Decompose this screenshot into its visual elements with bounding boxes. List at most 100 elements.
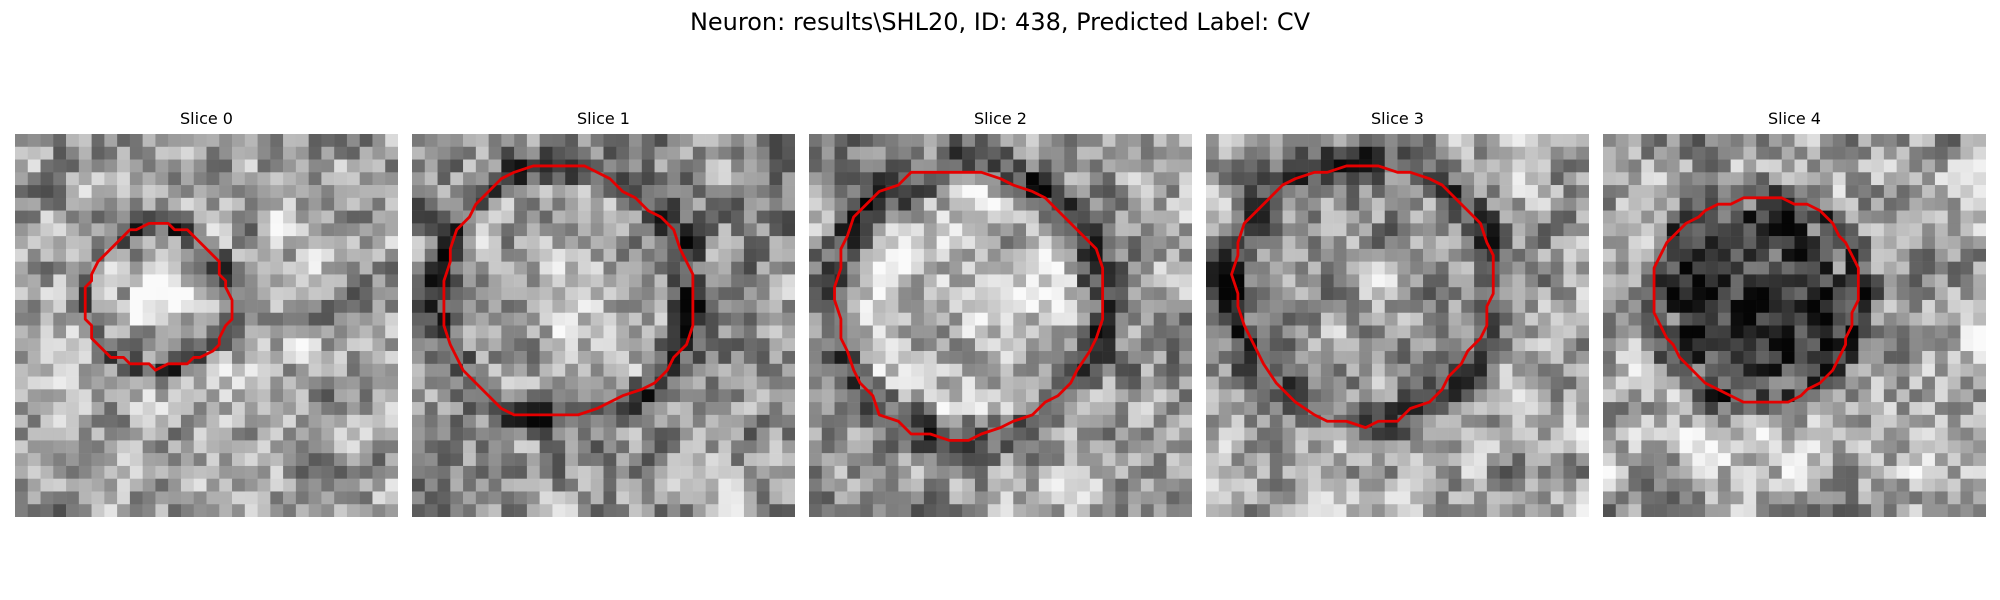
image-pixel (1064, 415, 1077, 428)
image-pixel (1551, 338, 1564, 351)
image-pixel (667, 326, 680, 339)
image-pixel (1474, 389, 1487, 402)
image-pixel (873, 198, 886, 211)
image-pixel (1948, 300, 1961, 313)
image-pixel (1563, 415, 1576, 428)
image-pixel (412, 479, 425, 492)
image-pixel (28, 504, 41, 517)
image-pixel (1179, 313, 1192, 326)
image-pixel (1525, 428, 1538, 441)
image-pixel (718, 440, 731, 453)
image-pixel (1603, 147, 1616, 160)
image-pixel (655, 351, 668, 364)
image-pixel (1935, 160, 1948, 173)
image-pixel (463, 172, 476, 185)
image-pixel (92, 198, 105, 211)
image-pixel (207, 134, 220, 147)
image-pixel (1166, 274, 1179, 287)
image-pixel (731, 198, 744, 211)
image-pixel (245, 236, 258, 249)
image-pixel (1115, 479, 1128, 492)
image-pixel (1372, 351, 1385, 364)
image-pixel (1897, 326, 1910, 339)
image-pixel (501, 364, 514, 377)
image-pixel (1270, 453, 1283, 466)
image-pixel (847, 300, 860, 313)
image-pixel (1563, 453, 1576, 466)
image-pixel (1166, 198, 1179, 211)
image-pixel (181, 364, 194, 377)
image-pixel (1692, 466, 1705, 479)
image-pixel (1884, 211, 1897, 224)
image-pixel (360, 440, 373, 453)
image-pixel (898, 440, 911, 453)
image-pixel (412, 211, 425, 224)
image-pixel (1654, 479, 1667, 492)
image-pixel (130, 160, 143, 173)
image-pixel (1077, 466, 1090, 479)
image-pixel (385, 428, 398, 441)
image-pixel (616, 147, 629, 160)
image-pixel (1461, 415, 1474, 428)
image-pixel (718, 389, 731, 402)
image-pixel (53, 160, 66, 173)
image-pixel (1563, 236, 1576, 249)
image-pixel (245, 504, 258, 517)
image-pixel (1922, 351, 1935, 364)
image-pixel (372, 274, 385, 287)
image-pixel (1115, 338, 1128, 351)
image-pixel (1257, 236, 1270, 249)
image-pixel (1756, 389, 1769, 402)
image-pixel (680, 466, 693, 479)
image-pixel (334, 504, 347, 517)
image-pixel (1090, 364, 1103, 377)
image-pixel (1372, 211, 1385, 224)
image-pixel (1359, 351, 1372, 364)
image-pixel (155, 440, 168, 453)
image-pixel (1680, 466, 1693, 479)
image-pixel (372, 479, 385, 492)
image-pixel (731, 326, 744, 339)
image-pixel (1718, 313, 1731, 326)
image-pixel (1026, 262, 1039, 275)
image-pixel (425, 428, 438, 441)
image-pixel (1641, 402, 1654, 415)
image-pixel (168, 287, 181, 300)
image-pixel (1769, 326, 1782, 339)
image-pixel (1115, 440, 1128, 453)
image-pixel (655, 338, 668, 351)
image-pixel (937, 223, 950, 236)
image-pixel (438, 223, 451, 236)
image-pixel (693, 415, 706, 428)
image-pixel (385, 198, 398, 211)
image-pixel (1654, 364, 1667, 377)
image-pixel (809, 223, 822, 236)
image-pixel (1179, 364, 1192, 377)
image-pixel (1398, 160, 1411, 173)
image-pixel (1128, 453, 1141, 466)
image-pixel (92, 415, 105, 428)
image-pixel (591, 134, 604, 147)
image-pixel (988, 377, 1001, 390)
image-pixel (334, 262, 347, 275)
image-pixel (283, 428, 296, 441)
image-pixel (372, 172, 385, 185)
image-pixel (1756, 185, 1769, 198)
image-pixel (168, 147, 181, 160)
image-pixel (1538, 198, 1551, 211)
image-pixel (1154, 338, 1167, 351)
image-pixel (1436, 262, 1449, 275)
image-pixel (1321, 274, 1334, 287)
image-pixel (66, 236, 79, 249)
image-pixel (1603, 364, 1616, 377)
image-pixel (962, 504, 975, 517)
image-pixel (143, 351, 156, 364)
image-pixel (28, 274, 41, 287)
image-pixel (1077, 160, 1090, 173)
image-pixel (1500, 428, 1513, 441)
image-pixel (1858, 377, 1871, 390)
image-pixel (28, 351, 41, 364)
image-pixel (92, 287, 105, 300)
image-pixel (1283, 274, 1296, 287)
image-pixel (476, 491, 489, 504)
